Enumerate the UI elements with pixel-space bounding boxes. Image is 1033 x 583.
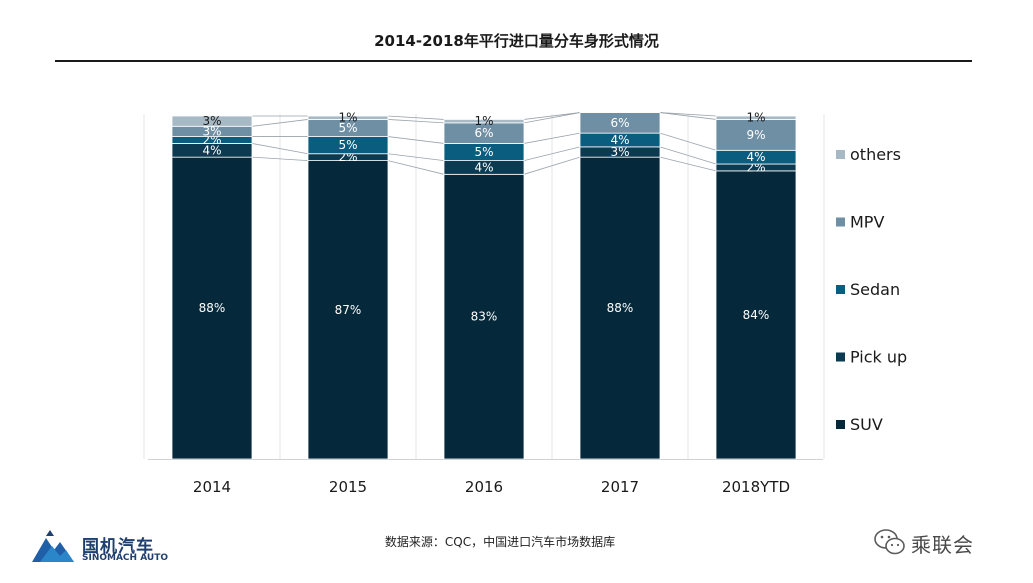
series-connector-line (523, 156, 581, 175)
data-label-sedan-2018ytd: 4% (746, 150, 765, 164)
legend-swatch-sedan (836, 285, 845, 294)
bar-suv-2014 (171, 156, 253, 460)
series-connector-line (251, 143, 309, 155)
data-label-pick-up-2014: 4% (202, 143, 221, 157)
data-label-pick-up-2017: 3% (610, 145, 629, 159)
data-label-others-2014: 3% (202, 114, 221, 128)
stacked-bar-chart: 88%4%2%3%3%201487%2%5%5%1%201583%4%5%6%1… (143, 111, 907, 496)
series-connector-line (387, 160, 445, 175)
bar-suv-2015 (307, 160, 389, 460)
series-connector-line (251, 156, 309, 161)
bar-others-2016 (443, 119, 525, 124)
data-label-suv-2017: 88% (607, 301, 634, 315)
wechat-account-badge: 乘联会 (873, 525, 1013, 559)
bar-others-2015 (307, 115, 389, 120)
x-tick-label-2016: 2016 (465, 478, 503, 496)
legend-label-sedan: Sedan (850, 280, 900, 299)
bar-mpv-2017 (579, 112, 661, 134)
data-label-sedan-2015: 5% (338, 138, 357, 152)
legend-label-others: others (850, 145, 901, 164)
data-label-suv-2016: 83% (471, 310, 498, 324)
data-label-mpv-2016: 6% (474, 126, 493, 140)
data-label-sedan-2017: 4% (610, 133, 629, 147)
title-underline (55, 60, 972, 62)
x-tick-label-2017: 2017 (601, 478, 639, 496)
data-label-mpv-2017: 6% (610, 116, 629, 130)
sinomach-auto-logo: 国机汽车 SINOMACH AUTO (30, 528, 180, 568)
data-label-pick-up-2016: 4% (474, 160, 493, 174)
data-label-suv-2018ytd: 84% (743, 308, 770, 322)
series-connector-line (659, 112, 717, 117)
logo-chinese-name: 国机汽车 (82, 537, 154, 557)
series-connector-line (523, 146, 581, 161)
series-connector-line (387, 119, 445, 124)
series-connector-line (387, 136, 445, 144)
series-connector-line (523, 132, 581, 144)
legend-swatch-others (836, 150, 845, 159)
series-connector-line (659, 112, 717, 120)
legend-label-suv: SUV (850, 415, 883, 434)
series-connector-line (523, 112, 581, 120)
data-label-others-2016: 1% (474, 114, 493, 128)
series-connector-line (251, 119, 309, 127)
series-connector-line (387, 115, 445, 120)
x-tick-label-2018ytd: 2018YTD (722, 478, 790, 496)
data-label-mpv-2015: 5% (338, 121, 357, 135)
data-label-suv-2014: 88% (199, 301, 226, 315)
data-label-others-2015: 1% (338, 111, 357, 125)
logo-english-name: SINOMACH AUTO (82, 553, 168, 563)
legend-label-pick-up: Pick up (850, 348, 907, 367)
data-label-mpv-2018ytd: 9% (746, 128, 765, 142)
data-label-suv-2015: 87% (335, 303, 362, 317)
series-connector-line (659, 156, 717, 172)
series-connector-line (387, 153, 445, 161)
series-connector-line (523, 112, 581, 124)
data-label-mpv-2014: 3% (202, 124, 221, 138)
series-connector-line (659, 146, 717, 165)
x-tick-label-2015: 2015 (329, 478, 367, 496)
data-source-note: 数据来源：CQC，中国进口汽车市场数据库 (384, 535, 616, 549)
legend-swatch-suv (836, 420, 845, 429)
legend-swatch-mpv (836, 217, 845, 227)
legend-swatch-pick-up (836, 352, 845, 362)
bar-mpv-2018ytd (715, 119, 797, 151)
sinomach-mountain-icon (32, 530, 74, 562)
x-tick-label-2014: 2014 (193, 478, 231, 496)
bar-suv-2016 (443, 173, 525, 460)
bar-others-2018ytd (715, 115, 797, 120)
wechat-icon (874, 529, 905, 555)
series-connector-line (659, 132, 717, 151)
legend-label-mpv: MPV (850, 213, 884, 232)
chart-title: 2014-2018年平行进口量分车身形式情况 (374, 32, 659, 50)
wechat-account-name: 乘联会 (911, 533, 974, 557)
bar-others-2014 (171, 115, 253, 127)
data-label-sedan-2016: 5% (474, 145, 493, 159)
bar-suv-2017 (579, 156, 661, 460)
data-label-others-2018ytd: 1% (746, 111, 765, 125)
